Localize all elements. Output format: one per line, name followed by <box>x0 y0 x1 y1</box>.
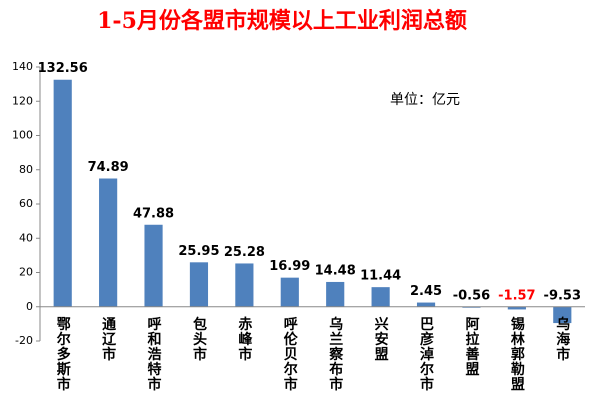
x-tick-label: 包头市 <box>191 316 207 362</box>
value-label: 132.56 <box>38 61 88 76</box>
value-label: 14.48 <box>315 263 356 278</box>
y-tick-label: -20 <box>15 334 33 347</box>
bar <box>507 306 526 310</box>
x-tick-label: 兴安盟 <box>373 316 389 362</box>
x-tick-label: 乌兰察布市 <box>327 316 343 392</box>
x-tick-label: 乌海市 <box>554 316 570 362</box>
value-label: 11.44 <box>360 269 401 284</box>
y-tick-label: 40 <box>19 231 33 244</box>
bar <box>99 178 118 307</box>
value-label: 74.89 <box>88 160 129 175</box>
x-tick-label: 鄂尔多斯市 <box>55 317 71 392</box>
y-tick-label: 100 <box>12 129 33 142</box>
unit-annotation: 单位：亿元 <box>390 92 460 108</box>
value-label: -1.57 <box>498 288 535 303</box>
bar <box>53 79 72 307</box>
value-label: -0.56 <box>453 288 490 303</box>
x-tick-label: 锡林郭勒盟 <box>509 316 525 392</box>
y-tick-label: 140 <box>12 60 33 73</box>
chart-title: 1-5月份各盟市规模以上工业利润总额 <box>97 8 467 34</box>
bar <box>235 263 254 307</box>
bar <box>416 302 436 307</box>
value-label: 16.99 <box>269 259 310 274</box>
value-label: 25.28 <box>224 245 265 260</box>
value-label: 25.95 <box>178 244 219 259</box>
y-tick-label: 60 <box>19 197 33 210</box>
y-tick-label: 80 <box>19 163 33 176</box>
x-tick-label: 通辽市 <box>100 317 116 362</box>
y-tick-label: 120 <box>12 94 33 107</box>
value-label: -9.53 <box>544 288 581 303</box>
x-tick-label: 巴彦淖尔市 <box>418 317 435 392</box>
value-label: 2.45 <box>410 284 442 299</box>
bar <box>144 224 163 307</box>
bar <box>189 262 209 307</box>
y-tick-label: 20 <box>19 266 33 279</box>
bar <box>326 281 345 307</box>
x-tick-label: 呼伦贝尔市 <box>282 316 298 392</box>
x-tick-label: 阿拉善盟 <box>463 317 479 377</box>
y-tick-label: 0 <box>26 300 33 313</box>
bar <box>280 277 299 307</box>
x-tick-label: 赤峰市 <box>236 317 252 362</box>
bar <box>553 306 572 324</box>
bar <box>371 287 390 307</box>
x-tick-label: 呼和浩特市 <box>146 316 162 392</box>
value-label: 47.88 <box>133 206 174 221</box>
